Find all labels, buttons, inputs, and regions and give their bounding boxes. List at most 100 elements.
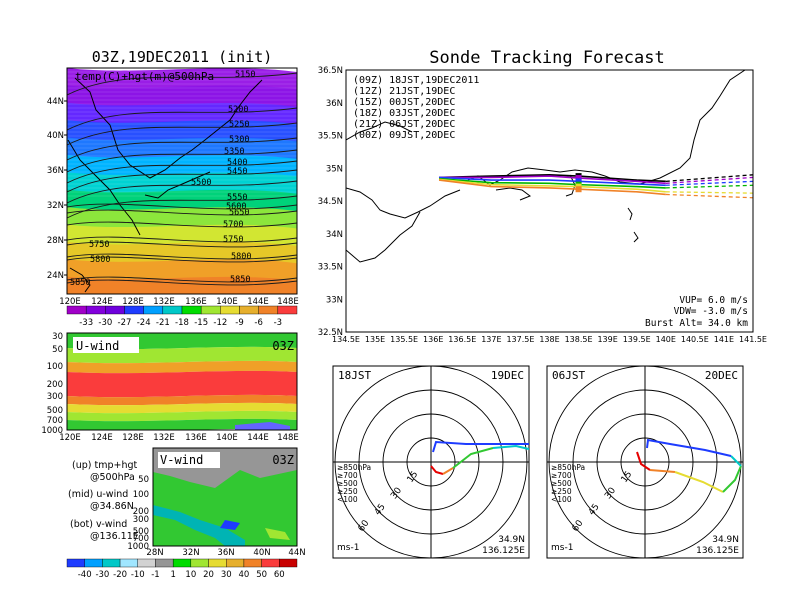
vwind-label: V-wind — [160, 453, 203, 467]
height-contour — [67, 209, 297, 216]
temp-band — [67, 154, 297, 179]
track-frame — [345, 69, 754, 333]
height-contour — [67, 149, 297, 173]
colorbar-label: 50 — [256, 570, 267, 580]
pressure-tick-label: 100 — [133, 490, 149, 500]
polar-lon: 136.125E — [482, 546, 525, 556]
lon-tick-label: 134.5E — [332, 335, 360, 344]
polar-time: 18JST — [338, 369, 371, 382]
colorbar-swatch — [226, 558, 245, 568]
height-contour — [67, 241, 297, 248]
height-contour — [67, 137, 297, 161]
polar-rings — [548, 366, 742, 558]
height-contour — [67, 256, 297, 263]
colorbar-swatch — [85, 305, 106, 315]
temp-band — [67, 137, 297, 161]
colorbar-swatch — [277, 305, 298, 315]
uwind-time: 03Z — [272, 339, 294, 353]
hodograph-trace — [492, 444, 529, 451]
lon-tick-label: 144E — [247, 297, 269, 307]
polar-legend-entry: ≥500 — [337, 479, 358, 488]
run-legend-entry: (09Z) 18JST,19DEC2011 — [353, 75, 479, 86]
height-contour — [67, 160, 297, 184]
lon-tick-label: 135.5E — [390, 335, 418, 344]
colorbar-swatch — [105, 305, 125, 315]
lon-tick-label: 137E — [481, 335, 501, 344]
contour-label: 5800 — [231, 252, 251, 262]
contour-label: 5600 — [226, 202, 246, 212]
temp-band — [67, 189, 297, 214]
hodograph-trace — [730, 455, 742, 467]
contour-label: 5850 — [70, 278, 90, 288]
colorbar-label: 20 — [203, 570, 214, 580]
uwind-band — [67, 402, 297, 414]
vwind-time: 03Z — [272, 453, 294, 467]
lon-tick-label: 144E — [247, 433, 269, 443]
colorbar-label: -30 — [98, 318, 112, 328]
polar-lat: 34.9N — [712, 535, 739, 545]
lat-tick-label: 36N — [47, 166, 64, 176]
colorbar-label: -9 — [235, 318, 243, 328]
track-line-dashed — [665, 174, 753, 182]
colorbar-swatch — [119, 558, 138, 568]
lon-tick-label: 124E — [91, 297, 113, 307]
uwind-label-box — [73, 337, 139, 353]
temp-band — [67, 85, 297, 109]
lon-tick-label: 136E — [185, 433, 207, 443]
polar-legend-entry: ≥850hPa — [551, 463, 585, 472]
hodograph-trace — [452, 447, 494, 469]
contour-label: 5200 — [228, 105, 248, 115]
pressure-tick-label: 1000 — [41, 426, 63, 436]
track-line — [438, 176, 666, 187]
hodograph-trace — [442, 467, 454, 475]
burst-marker — [575, 175, 582, 182]
vwind-fill — [153, 515, 225, 546]
polar-lon: 136.125E — [696, 546, 739, 556]
legend-note: (up) tmp+hgt — [72, 460, 138, 471]
colorbar-label: -12 — [213, 318, 227, 328]
pressure-tick-label: 500 — [47, 406, 63, 416]
pressure-tick-label: 100 — [47, 362, 63, 372]
lon-tick-label: 138E — [539, 335, 559, 344]
legend-note: (mid) u-wind — [68, 489, 128, 500]
colorbar-label: -1 — [151, 570, 159, 580]
temp-band — [67, 276, 297, 294]
pressure-tick-label: 200 — [133, 507, 149, 517]
colorbar-label: -20 — [113, 570, 127, 580]
pressure-tick-label: 200 — [47, 380, 63, 390]
legend-note: (bot) v-wind — [70, 519, 127, 530]
polar-ring — [548, 366, 742, 558]
legend-note: @136.11E — [90, 531, 139, 542]
colorbar-swatch — [66, 558, 85, 568]
lon-tick-label: 120E — [59, 297, 81, 307]
colorbar-label: -27 — [118, 318, 132, 328]
colorbar-swatch — [143, 305, 164, 315]
lon-tick-label: 140E — [656, 335, 676, 344]
polar-legend-entry: ≥500 — [551, 479, 572, 488]
polar-legend-entry: <100 — [337, 495, 358, 504]
track-line-dashed — [665, 193, 753, 199]
colorbar-swatch — [84, 558, 103, 568]
colorbar-label: 40 — [239, 570, 250, 580]
coastline — [627, 207, 633, 221]
temp-band — [67, 241, 297, 266]
colorbar-label: 1 — [170, 570, 175, 580]
colorbar-swatch — [239, 305, 259, 315]
lat-tick-label: 34N — [326, 230, 343, 240]
coastline — [346, 211, 421, 263]
colorbar-label: -40 — [78, 570, 92, 580]
hodograph-trace — [432, 440, 529, 453]
lat-tick-label: 36N — [326, 99, 343, 109]
lon-tick-label: 141.5E — [739, 335, 767, 344]
legend-note: @34.86N — [90, 501, 134, 512]
lat-tick-label: 33.5N — [318, 263, 343, 273]
polar-units: ms-1 — [337, 543, 359, 553]
colorbar-label: -6 — [254, 318, 262, 328]
height-contour — [67, 107, 297, 131]
lat-tick-label: 28N — [146, 548, 163, 558]
track-line-dashed — [665, 191, 753, 194]
colorbar-label: -30 — [95, 570, 109, 580]
uwind-band — [235, 422, 290, 430]
temp-panel-frame — [66, 67, 298, 295]
coastline — [346, 121, 413, 141]
